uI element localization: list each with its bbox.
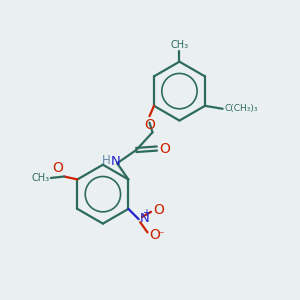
Text: H: H	[102, 154, 111, 167]
Text: O: O	[144, 118, 155, 133]
Text: O: O	[52, 161, 63, 175]
Text: CH₃: CH₃	[170, 40, 188, 50]
Text: CH₃: CH₃	[31, 173, 50, 183]
Text: +: +	[142, 208, 150, 218]
Text: O: O	[159, 142, 170, 155]
Text: ⁻: ⁻	[157, 229, 164, 242]
Text: N: N	[111, 155, 121, 168]
Text: N: N	[140, 212, 149, 225]
Text: C(CH₃)₃: C(CH₃)₃	[224, 104, 258, 113]
Text: O: O	[149, 228, 160, 242]
Text: O: O	[153, 203, 164, 218]
